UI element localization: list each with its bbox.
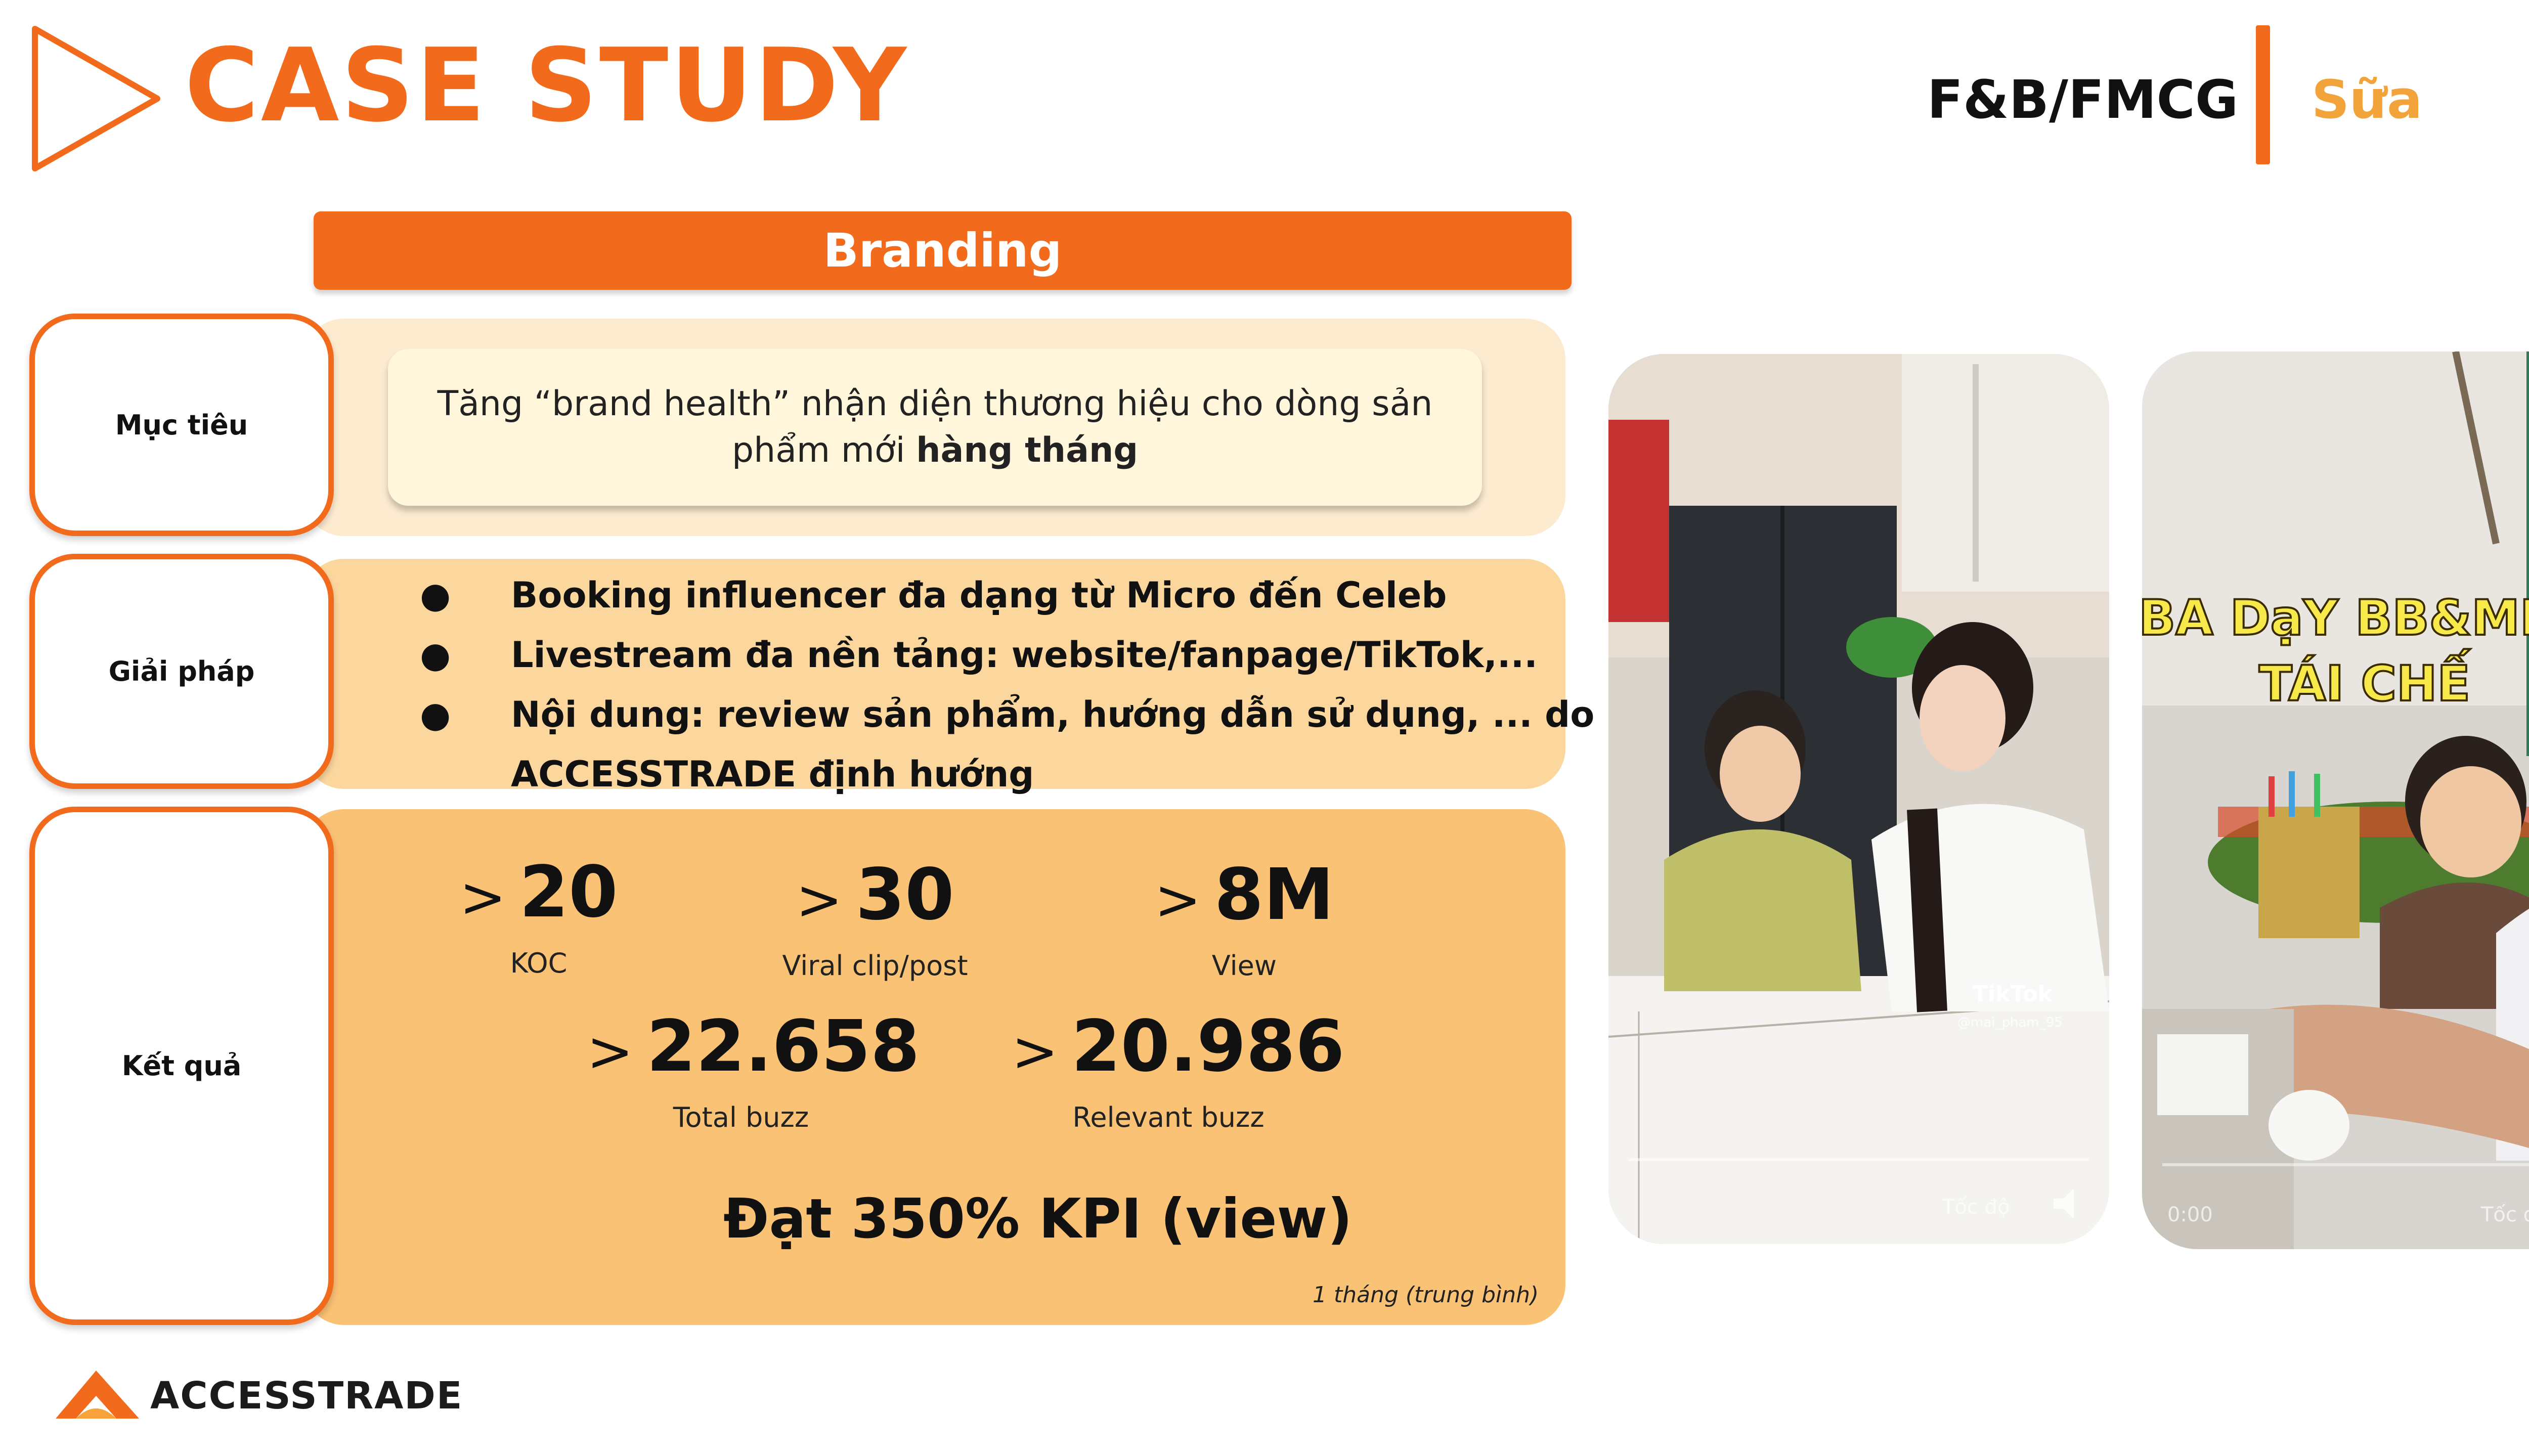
accesstrade-logo: ACCESSTRADE (56, 1368, 463, 1424)
result-label-box: Kết quả (29, 807, 334, 1325)
metric-value: 30 (855, 854, 954, 936)
photo-tiktok-2: BA DạY BB&MICKY TÁI CHẾ 0:00 Tốc độ (2142, 351, 2529, 1249)
bullet-icon: ● (420, 575, 451, 616)
metric-label: KOC (510, 947, 568, 979)
play-icon (32, 26, 160, 171)
photo-1-illustration: TikTok @mai_pham_95 Tốc độ (1608, 354, 2109, 1244)
branding-section-bar: Branding (314, 211, 1572, 290)
goal-text-bold: hàng tháng (916, 430, 1139, 470)
solution-item: ● Livestream đa nền tảng: website/fanpage… (420, 625, 1594, 685)
page-title: CASE STUDY (185, 27, 909, 145)
solution-list: ● Booking influencer đa dạng từ Micro đến… (420, 565, 1594, 804)
photo-tiktok-1: TikTok @mai_pham_95 Tốc độ (1608, 354, 2109, 1244)
volume-icon (2054, 1188, 2074, 1219)
accesstrade-logo-text: ACCESSTRADE (150, 1374, 463, 1418)
speed-label: Tốc độ (2480, 1203, 2529, 1226)
metric-value: 20 (519, 851, 618, 934)
header-divider (2256, 25, 2270, 164)
video-caption-line2: TÁI CHẾ (2259, 649, 2470, 712)
metric-label: Relevant buzz (1072, 1101, 1264, 1133)
metric-value: 20.986 (1071, 1005, 1345, 1088)
goal-text-line2: phẩm mới hàng tháng (731, 430, 1139, 470)
speed-label: Tốc độ (1942, 1196, 2010, 1219)
category-label: F&B/FMCG (1927, 69, 2239, 130)
metric-total-buzz: >22.658 Total buzz (587, 1005, 920, 1134)
metric-view: >8M View (1143, 860, 1345, 982)
bullet-icon: ● (420, 634, 451, 676)
metric-value: 22.658 (646, 1005, 920, 1088)
footnote: 1 tháng (trung bình) (1313, 1282, 1539, 1308)
solution-panel (303, 559, 1565, 789)
goal-label-box: Mục tiêu (29, 314, 334, 536)
photo-2-illustration: BA DạY BB&MICKY TÁI CHẾ 0:00 Tốc độ (2142, 351, 2529, 1249)
metric-label: Viral clip/post (782, 950, 968, 982)
result-panel (303, 809, 1565, 1325)
result-label: Kết quả (121, 1050, 242, 1082)
solution-item: ● Nội dung: review sản phẩm, hướng dẫn sử… (420, 685, 1594, 804)
goal-text-line1: Tăng “brand health” nhận diện thương hiệ… (437, 384, 1433, 424)
metric-viral: >30 Viral clip/post (779, 860, 971, 982)
tiktok-watermark: TikTok (1973, 981, 2054, 1007)
solution-item: ● Booking influencer đa dạng từ Micro đến… (420, 565, 1594, 625)
branding-section-title: Branding (823, 224, 1062, 278)
tiktok-handle: @mai_pham_95 (1957, 1015, 2063, 1030)
metric-koc: >20 KOC (455, 857, 622, 980)
metric-label: Total buzz (673, 1101, 809, 1133)
metric-value: 8M (1214, 854, 1334, 936)
goal-label: Mục tiêu (115, 409, 248, 441)
accesstrade-logo-icon (56, 1371, 139, 1419)
bullet-icon: ● (420, 694, 451, 735)
solution-item-continuation: ACCESSTRADE định hướng (511, 754, 1034, 795)
video-time: 0:00 (2167, 1203, 2213, 1226)
solution-label: Giải pháp (108, 655, 255, 687)
solution-label-box: Giải pháp (29, 554, 334, 789)
kpi-result: Đạt 350% KPI (view) (723, 1187, 1353, 1251)
metric-relevant-buzz: >20.986 Relevant buzz (1012, 1005, 1345, 1134)
metric-label: View (1211, 950, 1277, 982)
subcategory-label: Sữa (2312, 69, 2423, 130)
video-caption-line1: BA DạY BB&MICKY (2142, 590, 2529, 646)
goal-card: Tăng “brand health” nhận diện thương hiệ… (388, 349, 1482, 506)
